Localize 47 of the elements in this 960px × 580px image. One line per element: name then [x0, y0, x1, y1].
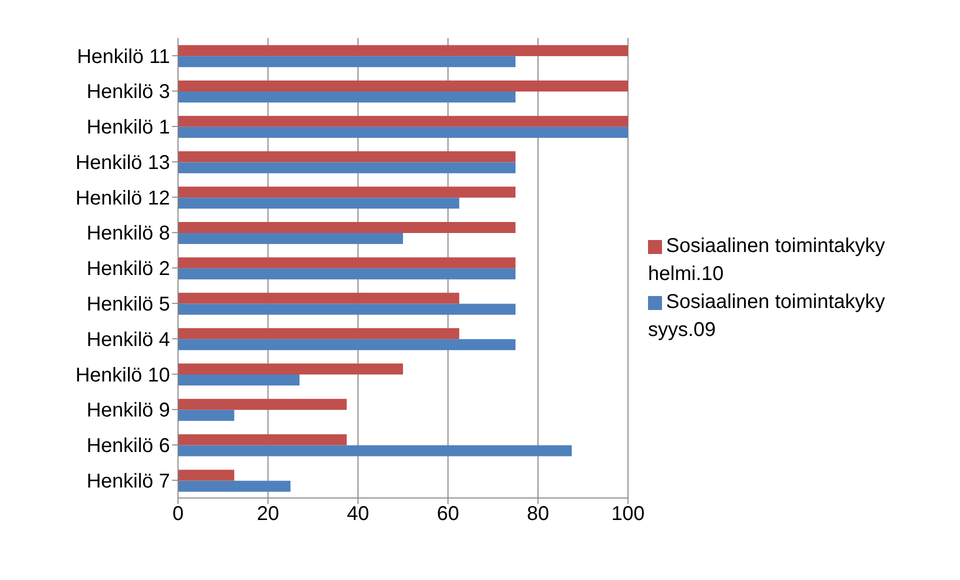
bar	[178, 186, 516, 198]
bar	[178, 445, 572, 456]
bar	[178, 374, 300, 386]
x-tick-label: 20	[256, 503, 280, 526]
y-tick-label: Henkilö 12	[75, 187, 170, 210]
bar	[178, 80, 628, 92]
bar	[178, 126, 628, 138]
bar	[178, 151, 516, 162]
bar	[178, 398, 347, 410]
bar	[178, 56, 516, 68]
bar	[178, 304, 516, 315]
bar	[178, 116, 628, 127]
bar	[178, 257, 516, 268]
bar	[178, 233, 403, 244]
y-tick-label: Henkilö 4	[86, 328, 170, 351]
x-tick-label: 100	[611, 503, 645, 526]
x-tick-label: 40	[346, 503, 370, 526]
bar	[178, 162, 516, 174]
y-tick-label: Henkilö 1	[86, 116, 170, 139]
y-tick-label: Henkilö 10	[75, 364, 170, 386]
bar	[178, 480, 290, 492]
y-tick-label: Henkilö 6	[86, 435, 170, 458]
bar	[178, 198, 460, 209]
bar	[178, 364, 403, 375]
bar	[178, 339, 516, 350]
y-tick-label: Henkilö 5	[86, 293, 170, 316]
y-tick-label: Henkilö 13	[75, 152, 170, 174]
x-tick-label: 80	[526, 503, 550, 526]
bar	[178, 222, 516, 233]
bar	[178, 45, 628, 56]
legend-label: Sosiaalinen toimintakyky syys.09	[648, 291, 885, 341]
bar	[178, 470, 234, 481]
x-tick-label: 60	[436, 503, 460, 526]
y-tick-label: Henkilö 2	[86, 258, 170, 280]
y-tick-label: Henkilö 3	[86, 81, 170, 104]
bar	[178, 292, 460, 304]
y-tick-label: Henkilö 9	[86, 400, 170, 422]
bar	[178, 434, 347, 446]
y-tick-label: Henkilö 7	[86, 470, 170, 492]
y-tick-label: Henkilö 8	[86, 222, 170, 245]
legend-label: Sosiaalinen toimintakyky helmi.10	[648, 235, 885, 285]
bar	[178, 268, 516, 280]
bar	[178, 410, 234, 421]
bar	[178, 328, 460, 340]
y-tick-label: Henkilö 11	[76, 46, 170, 68]
x-tick-label: 0	[172, 503, 184, 526]
bar	[178, 91, 516, 102]
